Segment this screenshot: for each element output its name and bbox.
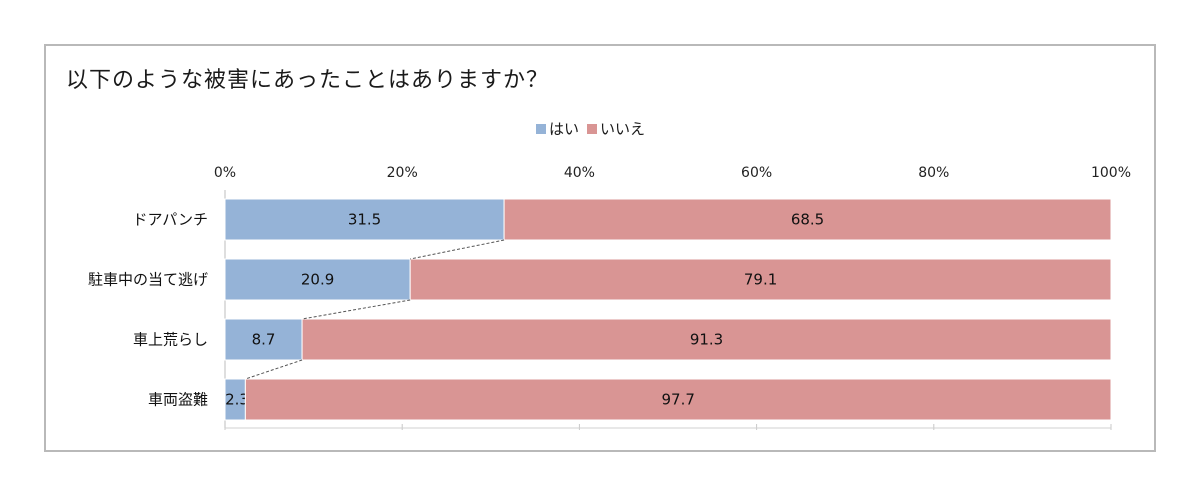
- bar-yes: [224, 258, 411, 301]
- chart-legend: はい いいえ: [536, 118, 653, 139]
- category-label: 車両盗難: [148, 391, 208, 409]
- bar-no: [409, 258, 1112, 301]
- chart-title: 以下のような被害にあったことはありますか？: [66, 68, 550, 93]
- bar-label-no: 91.3: [690, 331, 723, 349]
- bar-label-no: 79.1: [744, 271, 777, 289]
- category-label: ドアパンチ: [133, 211, 208, 229]
- bar-label-yes: 31.5: [348, 211, 381, 229]
- series-line: [245, 359, 303, 380]
- x-tick-label: 0%: [214, 165, 236, 181]
- legend-label-no: いいえ: [600, 120, 646, 138]
- legend-item-yes: はい: [536, 118, 579, 139]
- series-line: [301, 299, 411, 320]
- bar-label-yes: 8.7: [252, 331, 276, 349]
- bar-no: [301, 318, 1112, 361]
- x-tick-label: 60%: [741, 165, 772, 181]
- x-tick-label: 40%: [564, 165, 595, 181]
- bar-yes: [224, 318, 303, 361]
- category-label: 車上荒らし: [133, 331, 208, 349]
- bar-label-yes: 2.3: [225, 391, 249, 409]
- bar-no: [503, 198, 1112, 241]
- x-tick-label: 80%: [918, 165, 949, 181]
- series-line: [410, 239, 505, 260]
- bar-label-no: 97.7: [661, 391, 694, 409]
- legend-label-yes: はい: [549, 120, 580, 138]
- legend-swatch-yes: [536, 123, 546, 134]
- bar-label-no: 68.5: [791, 211, 824, 229]
- x-tick-label: 100%: [1091, 165, 1131, 181]
- legend-swatch-no: [587, 123, 598, 134]
- category-label: 駐車中の当て逃げ: [88, 271, 208, 289]
- bar-no: [244, 378, 1112, 421]
- x-tick-label: 20%: [387, 165, 418, 181]
- legend-item-no: いいえ: [587, 118, 645, 139]
- bar-label-yes: 20.9: [301, 271, 334, 289]
